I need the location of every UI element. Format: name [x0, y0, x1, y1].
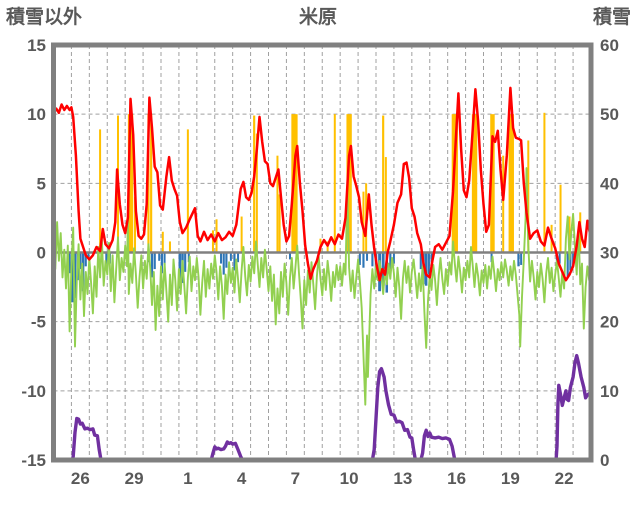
- orange-bars-bar: [333, 114, 336, 253]
- orange-bars-bar: [559, 184, 562, 253]
- series-group: [53, 86, 591, 460]
- left-axis-title: 積雪以外: [6, 7, 83, 28]
- blue-bars-bar: [160, 252, 163, 274]
- y-left-tick-label: -15: [21, 451, 46, 470]
- x-tick-label: 7: [291, 469, 300, 488]
- y-left-tick-label: -5: [31, 313, 46, 332]
- orange-bars-bar: [508, 114, 514, 253]
- orange-bars-bar: [326, 241, 329, 253]
- blue-bars-bar: [378, 252, 382, 292]
- x-tick-label: 1: [183, 469, 192, 488]
- y-right-tick-label: 20: [600, 313, 619, 332]
- orange-bars-bar: [384, 157, 387, 253]
- x-tick-label: 16: [447, 469, 466, 488]
- blue-bars-bar: [427, 252, 430, 275]
- orange-bars-bar: [346, 114, 352, 253]
- orange-bars-bar: [134, 197, 137, 253]
- x-tick-label: 13: [393, 469, 412, 488]
- orange-bars-bar: [382, 115, 385, 253]
- orange-bars-bar: [502, 155, 505, 253]
- blue-bars-bar: [424, 252, 428, 286]
- orange-bars-bar: [255, 133, 258, 253]
- blue-bars-bar: [73, 252, 77, 299]
- y-right-tick-label: 10: [600, 382, 619, 401]
- blue-bars-bar: [366, 252, 369, 261]
- orange-bars-bar: [471, 114, 478, 253]
- blue-bars-bar: [558, 252, 561, 264]
- blue-bars-bar: [419, 252, 422, 270]
- y-left-tick-label: 5: [37, 174, 46, 193]
- y-right-tick-label: 40: [600, 174, 619, 193]
- blue-bars-bar: [385, 252, 389, 293]
- blue-bars-bar: [87, 252, 90, 260]
- orange-bars-bar: [568, 216, 571, 253]
- blue-bars-bar: [572, 252, 575, 265]
- y-left-tick-label: 15: [27, 36, 46, 55]
- y-right-tick-label: 60: [600, 36, 619, 55]
- blue-bars-bar: [371, 252, 374, 267]
- orange-bars-bar: [150, 114, 153, 253]
- blue-bars-bar: [237, 252, 240, 263]
- y-right-tick-label: 0: [600, 451, 609, 470]
- blue-bars-bar: [229, 252, 232, 261]
- blue-bars-bar: [184, 252, 187, 272]
- blue-bars-bar: [163, 252, 166, 265]
- plot-frame: [51, 42, 594, 463]
- orange-bars-bar: [543, 112, 546, 253]
- blue-bars-bar: [233, 252, 236, 271]
- blue-bars-bar: [79, 252, 82, 270]
- blue-bars-bar: [150, 252, 154, 278]
- orange-bars-bar: [240, 216, 243, 253]
- blue-bars-bar: [520, 252, 523, 265]
- orange-bars-bar: [451, 114, 458, 253]
- y-left-tick-label: -10: [21, 382, 46, 401]
- blue-bars-bar: [222, 252, 225, 275]
- x-tick-label: 29: [125, 469, 144, 488]
- y-right-tick-label: 30: [600, 244, 619, 263]
- orange-bars-bar: [490, 114, 495, 253]
- blue-bars-bar: [289, 252, 291, 260]
- blue-bars-bar: [430, 252, 433, 263]
- x-tick-label: 22: [555, 469, 574, 488]
- orange-bars-bar: [127, 114, 134, 253]
- orange-bars-bar: [99, 129, 102, 253]
- blue-bars-bar: [569, 252, 572, 271]
- x-tick-label: 4: [237, 469, 247, 488]
- blue-bars-bar: [566, 252, 569, 278]
- chart-title: 米原: [298, 7, 337, 28]
- y-left-tick-label: 10: [27, 105, 46, 124]
- blue-bars-bar: [158, 252, 161, 261]
- blue-bars-bar: [362, 252, 365, 268]
- blue-bars-bar: [71, 252, 74, 303]
- blue-bars-bar: [389, 252, 392, 274]
- y-right-tick-label: 50: [600, 105, 619, 124]
- blue-bars-bar: [220, 252, 223, 264]
- orange-bars-bar: [161, 231, 164, 253]
- blue-bars-bar: [358, 252, 361, 265]
- right-axis-title: 積雪: [592, 7, 631, 28]
- blue-bars-bar: [68, 252, 71, 274]
- purple-snow-depth-line: [53, 353, 591, 460]
- blue-bars-bar: [392, 252, 395, 264]
- blue-bars-bar: [84, 252, 87, 267]
- y-left-tick-label: 0: [37, 244, 46, 263]
- blue-bars-bar: [153, 252, 156, 270]
- green-line: [53, 167, 591, 406]
- orange-bars-bar: [362, 191, 365, 253]
- orange-bars-bar: [278, 194, 281, 253]
- red-line: [53, 86, 591, 282]
- orange-bars-bar: [527, 140, 530, 253]
- x-tick-label: 19: [501, 469, 520, 488]
- x-tick-label: 26: [71, 469, 90, 488]
- blue-bars-bar: [517, 252, 520, 267]
- blue-bars-bar: [225, 252, 228, 268]
- orange-bars-bar: [211, 230, 214, 253]
- x-tick-label: 10: [340, 469, 359, 488]
- orange-bars-bar: [276, 155, 279, 253]
- orange-bars-bar: [186, 129, 189, 253]
- orange-bars-bar: [168, 241, 171, 253]
